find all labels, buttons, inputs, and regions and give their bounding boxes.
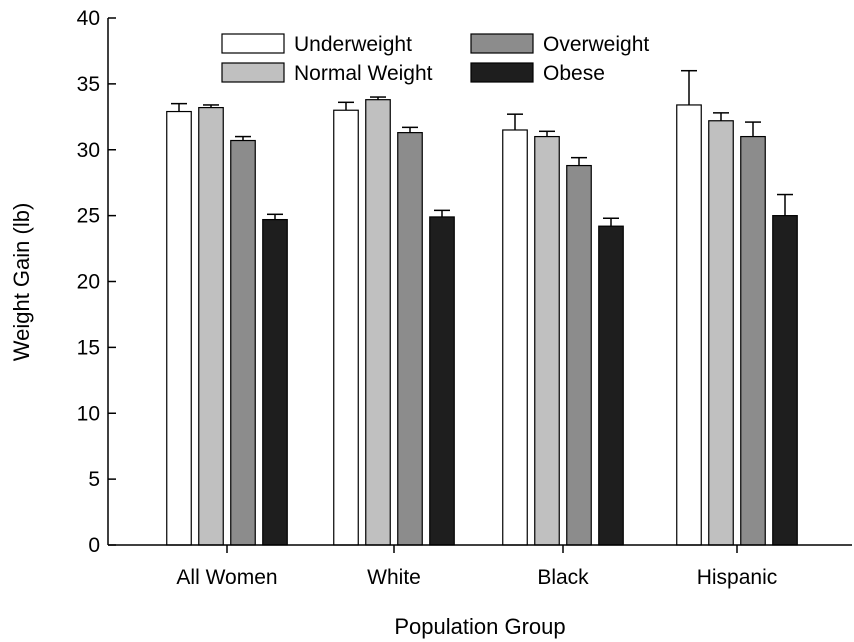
legend-label: Obese	[543, 62, 605, 85]
x-tick-label: All Women	[176, 566, 277, 589]
bar-overweight	[740, 135, 766, 546]
x-axis-ticks: All Women White Black Hispanic	[176, 545, 777, 589]
y-tick-label: 25	[77, 205, 100, 228]
bar-obese	[429, 216, 455, 546]
bar-underweight	[502, 129, 528, 546]
bar-overweight	[230, 139, 256, 546]
legend-swatch	[470, 62, 534, 83]
legend-swatch	[221, 62, 285, 83]
bar-obese	[598, 225, 624, 546]
y-axis-title: Weight Gain (lb)	[9, 203, 34, 362]
bar-obese	[772, 215, 798, 546]
y-tick-label: 0	[88, 534, 100, 557]
legend: Underweight Normal Weight Overweight Obese	[221, 33, 649, 85]
y-tick-label: 35	[77, 73, 100, 96]
y-tick-label: 15	[77, 336, 100, 359]
bar-underweight	[333, 109, 359, 546]
bar-underweight	[166, 110, 192, 546]
y-tick-label: 30	[77, 139, 100, 162]
axes	[107, 18, 852, 546]
bar-normal-weight	[534, 135, 560, 546]
y-tick-label: 20	[77, 271, 100, 294]
y-tick-label: 5	[88, 468, 100, 491]
x-tick-label: Black	[537, 566, 589, 589]
legend-label: Normal Weight	[294, 62, 433, 85]
y-tick-label: 10	[77, 402, 100, 425]
bar-normal-weight	[365, 99, 391, 546]
x-tick-label: Hispanic	[697, 566, 778, 589]
x-tick-label: White	[367, 566, 421, 589]
legend-label: Underweight	[294, 33, 412, 56]
bar-underweight	[676, 104, 702, 546]
bar-obese	[262, 218, 288, 546]
bar-overweight	[566, 164, 592, 546]
bar-overweight	[397, 132, 423, 546]
bars-layer	[166, 69, 798, 546]
legend-label: Overweight	[543, 33, 649, 56]
y-tick-label: 40	[77, 7, 100, 30]
legend-swatch	[470, 33, 534, 54]
bar-normal-weight	[708, 120, 734, 546]
y-axis-ticks: 0 5 10 15 20 25 30 35 40	[77, 7, 116, 557]
x-axis-title: Population Group	[394, 614, 565, 639]
legend-swatch	[221, 33, 285, 54]
bar-normal-weight	[198, 106, 224, 546]
